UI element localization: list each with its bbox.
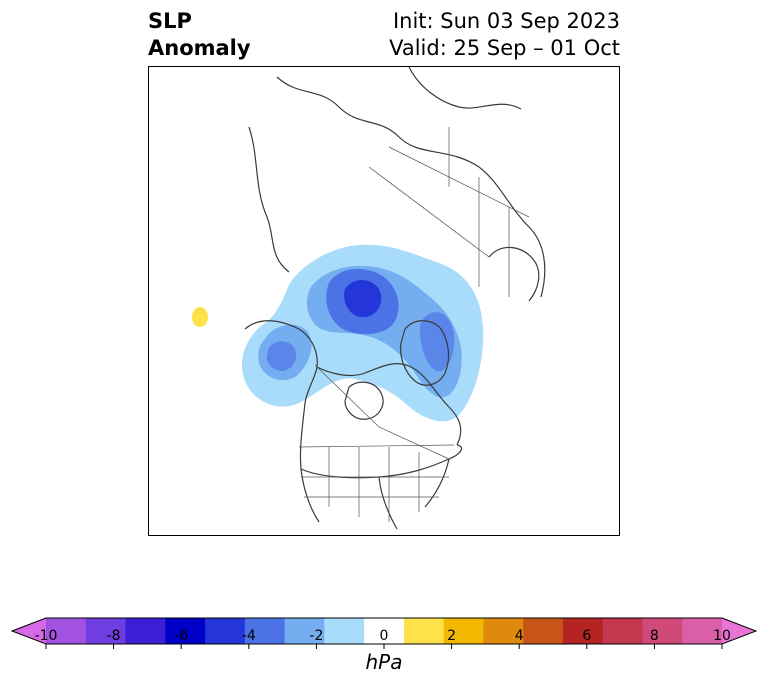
colorbar-segment (284, 618, 325, 644)
colorbar-segment (244, 618, 286, 644)
contour-minus3-alaska (266, 341, 297, 371)
coastlines (244, 67, 546, 530)
title-anomaly: Anomaly (148, 36, 251, 60)
colorbar-tick-label: 6 (582, 628, 592, 644)
colorbar-tick-label: 10 (713, 628, 731, 644)
colorbar-units: hPa (365, 650, 403, 674)
colorbar-segment (682, 618, 723, 644)
colorbar-segment (523, 618, 564, 644)
colorbar-tick-label: -4 (241, 628, 256, 644)
colorbar-tick-label: -6 (174, 628, 189, 644)
country-borders (298, 127, 530, 522)
colorbar-segment (403, 618, 445, 644)
contour-minus3-greenland (419, 312, 455, 372)
title-left: SLP Anomaly (148, 8, 251, 62)
anomaly-fill-layer (192, 244, 484, 422)
colorbar-tick-label: 4 (514, 628, 524, 644)
colorbar-segment (483, 618, 524, 644)
contour-plus1-pacific (192, 307, 208, 327)
colorbar-tick-label: 8 (649, 628, 659, 644)
colorbar-tick-label: -8 (106, 628, 121, 644)
colorbar-right-arrow (722, 618, 756, 644)
anomaly-map (192, 67, 546, 530)
title-right: Init: Sun 03 Sep 2023 Valid: 25 Sep – 01… (389, 8, 620, 62)
colorbar-segment (602, 618, 643, 644)
colorbar-segment (364, 618, 405, 644)
colorbar (10, 617, 758, 649)
colorbar-tick-label: 2 (447, 628, 457, 644)
colorbar-segment (642, 618, 683, 644)
colorbar-segment (443, 618, 484, 644)
contour-minus5-core (344, 280, 382, 318)
valid-range: Valid: 25 Sep – 01 Oct (389, 36, 620, 60)
colorbar-tick-label: -2 (309, 628, 324, 644)
colorbar-tick-label: -10 (34, 628, 58, 644)
colorbar-segment (125, 618, 166, 644)
colorbar-segment (85, 618, 127, 644)
colorbar-segment (165, 618, 206, 644)
colorbar-segment (205, 618, 246, 644)
init-date: Init: Sun 03 Sep 2023 (392, 9, 620, 33)
map-panel (148, 66, 620, 536)
colorbar-tick-label: 0 (379, 628, 389, 644)
colorbar-left-arrow (12, 618, 46, 644)
colorbar-segment (46, 618, 87, 644)
colorbar-segment (324, 618, 365, 644)
title-slp: SLP (148, 9, 192, 33)
colorbar-segment (562, 618, 604, 644)
